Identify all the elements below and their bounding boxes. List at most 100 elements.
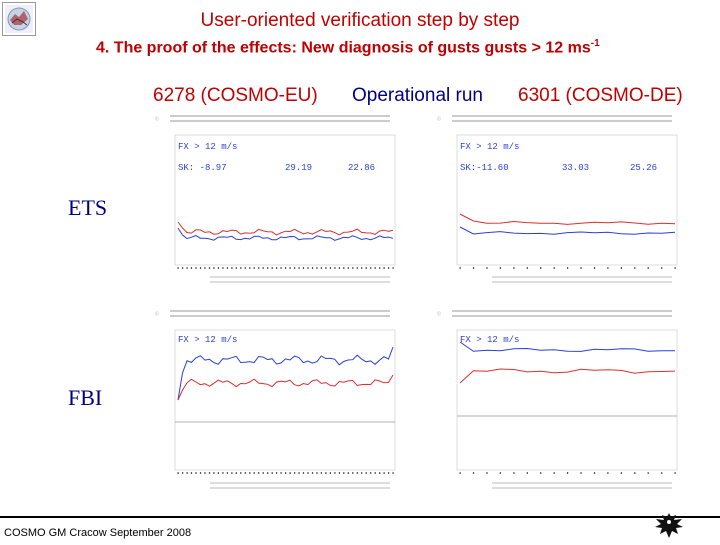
x-tick <box>226 472 228 474</box>
x-tick <box>553 472 555 474</box>
x-tick <box>177 267 179 269</box>
x-tick <box>620 267 622 269</box>
fbi-eu-footnote-bar-2 <box>210 487 390 489</box>
x-tick <box>222 267 224 269</box>
x-tick <box>217 267 219 269</box>
x-tick <box>190 267 193 269</box>
ets-eu-header-bar-1 <box>170 115 390 117</box>
fbi-eu-chart-panel: ⓒ FX > 12 m/s <box>150 305 400 500</box>
x-tick <box>190 472 193 474</box>
x-tick <box>343 472 345 474</box>
x-tick <box>217 472 219 474</box>
x-tick <box>459 267 461 269</box>
x-tick <box>298 472 300 474</box>
x-tick <box>647 267 649 269</box>
x-tick <box>276 472 278 474</box>
ets-de-chart-panel: ⓒ FX > 12 m/s SK:-11.60 33.03 25.26 <box>432 110 682 290</box>
ets-de-plot-frame <box>456 134 678 266</box>
x-tick <box>365 267 367 269</box>
x-tick <box>580 267 582 269</box>
fbi-eu-footnote-bar-1 <box>210 482 390 484</box>
x-tick <box>374 472 376 474</box>
x-tick <box>593 267 596 269</box>
x-tick <box>356 267 358 269</box>
x-tick <box>231 472 233 474</box>
fbi-eu-header-bar-2 <box>170 315 390 317</box>
x-tick <box>235 472 237 474</box>
x-tick <box>235 267 237 269</box>
x-tick <box>329 472 331 474</box>
fbi-eu-red-series <box>177 374 394 401</box>
ets-eu-sk-1: SK: -8.97 <box>178 163 227 173</box>
column-header-operational: Operational run <box>352 85 483 106</box>
ets-de-blue-series <box>459 226 676 235</box>
ets-eu-fx-label: FX > 12 m/s <box>178 142 237 152</box>
x-tick <box>365 472 367 474</box>
x-tick <box>253 267 255 269</box>
ets-eu-footnote-bar-1 <box>210 276 390 278</box>
x-tick <box>320 472 322 474</box>
ets-de-sk-3: 25.26 <box>630 163 657 173</box>
x-tick <box>459 472 461 474</box>
x-tick <box>289 267 291 269</box>
subtitle-text: 4. The proof of the effects: New diagnos… <box>96 39 591 57</box>
fbi-de-chart-panel: ⓒ FX > 12 m/s <box>432 305 682 500</box>
x-tick <box>379 472 381 474</box>
x-tick <box>674 267 676 269</box>
x-tick <box>347 472 349 474</box>
x-tick <box>379 267 381 269</box>
x-tick <box>634 267 636 269</box>
x-tick <box>271 472 273 474</box>
ets-de-sk-2: 33.03 <box>562 163 589 173</box>
x-tick <box>240 472 242 474</box>
ets-de-x-ticks <box>459 267 676 269</box>
x-tick <box>316 267 318 269</box>
x-tick <box>307 267 309 269</box>
x-tick <box>383 267 385 269</box>
eagle-emblem-icon <box>652 510 686 540</box>
x-tick <box>513 267 515 269</box>
row-label-fbi: FBI <box>68 385 103 410</box>
fbi-eu-header-bar-1 <box>170 310 390 312</box>
x-tick <box>253 472 255 474</box>
ets-eu-sk-2: 29.19 <box>285 163 312 173</box>
footer-text: COSMO GM Cracow September 2008 <box>4 527 192 539</box>
fbi-eu-x-ticks <box>177 472 394 474</box>
eagle-emblem-graphic <box>655 513 683 538</box>
fbi-de-blue-series <box>459 341 676 352</box>
fbi-de-plot-frame <box>456 329 678 471</box>
x-tick <box>370 472 372 474</box>
x-tick <box>231 267 233 269</box>
x-tick <box>647 472 649 474</box>
x-tick <box>311 472 314 474</box>
x-tick <box>213 472 215 474</box>
x-tick <box>352 267 354 269</box>
x-tick <box>240 267 242 269</box>
x-tick <box>607 472 609 474</box>
x-tick <box>244 472 246 474</box>
x-tick <box>276 267 278 269</box>
x-tick <box>553 267 555 269</box>
x-tick <box>580 472 582 474</box>
ets-eu-header: ⓒ <box>155 115 390 122</box>
fbi-eu-blue-series <box>177 346 394 401</box>
x-tick <box>271 267 273 269</box>
x-tick <box>285 472 287 474</box>
ets-de-header-line: ⓒ <box>437 115 441 121</box>
page-title: User-oriented verification step by step <box>200 10 520 31</box>
x-tick <box>593 472 596 474</box>
x-tick <box>607 267 609 269</box>
x-tick <box>186 267 188 269</box>
x-tick <box>472 267 475 269</box>
fbi-de-header: ⓒ <box>437 310 672 317</box>
ets-eu-header-bar-2 <box>170 120 390 122</box>
ets-de-red-series <box>459 213 676 225</box>
ets-de-fx-label: FX > 12 m/s <box>460 142 519 152</box>
x-tick <box>267 267 269 269</box>
x-tick <box>195 267 197 269</box>
ets-de-sk-1: SK:-11.60 <box>460 163 509 173</box>
x-tick <box>661 472 663 474</box>
x-tick <box>499 472 501 474</box>
fbi-de-header-line: ⓒ <box>437 310 441 316</box>
x-tick <box>285 267 287 269</box>
